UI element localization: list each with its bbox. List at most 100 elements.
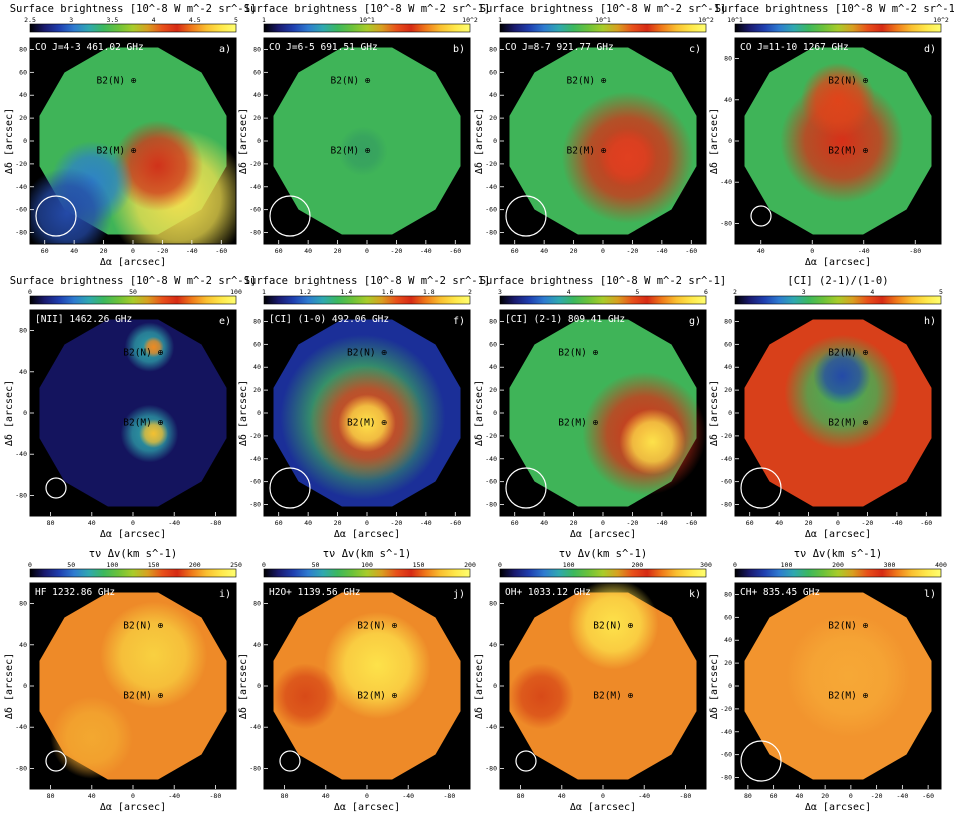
y-tick-label: -80 xyxy=(720,774,732,782)
panel-letter: e) xyxy=(219,316,231,327)
y-tick-label: 0 xyxy=(257,137,261,145)
line-label: CO J=8-7 921.77 GHz xyxy=(505,42,614,53)
x-tick-label: -40 xyxy=(656,519,668,527)
x-tick-label: 40 xyxy=(88,519,96,527)
y-axis-label: Δδ [arcsec] xyxy=(238,380,249,446)
colorbar-tick-label: 200 xyxy=(832,561,844,569)
x-tick-label: 20 xyxy=(821,792,829,800)
colorbar-tick-label: 1.2 xyxy=(299,288,311,296)
x-tick-label: 60 xyxy=(511,247,519,255)
colorbar-tick-label: 250 xyxy=(230,561,242,569)
x-axis-label: Δα [arcsec] xyxy=(100,529,166,540)
colorbar-tick-label: 4 xyxy=(152,16,156,24)
colorbar-tick-label: 1.6 xyxy=(382,288,394,296)
x-tick-label: 40 xyxy=(540,247,548,255)
x-tick-label: -60 xyxy=(215,247,227,255)
line-label: CO J=4-3 461.02 GHz xyxy=(35,42,144,53)
colorbar xyxy=(29,295,237,305)
intensity-feature xyxy=(338,394,396,453)
y-tick-label: -60 xyxy=(485,478,497,486)
y-tick-label: 0 xyxy=(493,682,497,690)
x-tick-label: -60 xyxy=(922,792,934,800)
x-tick-label: 0 xyxy=(849,792,853,800)
x-tick-label: 80 xyxy=(47,792,55,800)
y-tick-label: 60 xyxy=(253,68,261,76)
y-tick-label: 80 xyxy=(724,317,732,325)
y-tick-label: -40 xyxy=(485,183,497,191)
x-tick-label: 20 xyxy=(805,519,813,527)
y-tick-label: 80 xyxy=(253,317,261,325)
intensity-feature xyxy=(139,419,169,449)
colorbar xyxy=(263,568,471,578)
y-tick-label: 0 xyxy=(257,409,261,417)
x-tick-label: -40 xyxy=(638,792,650,800)
marker-b2m: B2(M) ⊕ xyxy=(123,690,163,701)
x-tick-label: 60 xyxy=(511,519,519,527)
line-label: CO J=11-10 1267 GHz xyxy=(740,42,849,53)
panel-e: Surface brightness [10^-8 W m^-2 sr^-1]0… xyxy=(4,275,256,540)
y-tick-label: -40 xyxy=(485,723,497,731)
intensity-feature xyxy=(30,167,113,244)
panel-g: Surface brightness [10^-8 W m^-2 sr^-1]3… xyxy=(474,275,726,540)
x-tick-label: 60 xyxy=(41,247,49,255)
y-axis-label: Δδ [arcsec] xyxy=(474,653,485,719)
line-label: CO J=6-5 691.51 GHz xyxy=(269,42,378,53)
colorbar-tick-label: 0 xyxy=(498,561,502,569)
y-axis-label: Δδ [arcsec] xyxy=(709,653,720,719)
panel-k: τν Δv(km s^-1) 0 100 200 300 OH+ 1033.12 GHz k… xyxy=(474,548,712,813)
intensity-feature xyxy=(272,663,339,730)
colorbar-tick-label: 2.5 xyxy=(24,16,36,24)
marker-b2m: B2(M) ⊕ xyxy=(558,417,598,428)
y-tick-label: -20 xyxy=(485,160,497,168)
marker-b2m: B2(M) ⊕ xyxy=(96,145,136,156)
y-tick-label: 80 xyxy=(253,45,261,53)
marker-b2m: B2(M) ⊕ xyxy=(828,690,868,701)
y-tick-label: 80 xyxy=(724,590,732,598)
y-tick-label: 40 xyxy=(489,363,497,371)
intensity-feature xyxy=(323,611,431,719)
y-tick-label: -20 xyxy=(720,432,732,440)
intensity-feature xyxy=(619,408,686,475)
y-tick-label: 80 xyxy=(19,327,27,335)
y-tick-label: 40 xyxy=(724,96,732,104)
marker-b2m: B2(M) ⊕ xyxy=(828,417,868,428)
y-tick-label: -80 xyxy=(720,219,732,227)
x-tick-label: -80 xyxy=(210,792,222,800)
x-tick-label: 60 xyxy=(275,247,283,255)
beam-circle xyxy=(505,195,547,237)
panel-letter: l) xyxy=(924,589,936,600)
x-tick-label: 60 xyxy=(746,519,754,527)
colorbar-tick-label: 200 xyxy=(464,561,476,569)
colorbar-tick-label: 5 xyxy=(635,288,639,296)
colorbar-title: τν Δv(km s^-1) xyxy=(323,548,412,560)
colorbar-tick-label: 2 xyxy=(468,288,472,296)
y-tick-label: 0 xyxy=(23,137,27,145)
y-tick-label: -60 xyxy=(249,478,261,486)
y-tick-label: -80 xyxy=(485,501,497,509)
line-label: OH+ 1033.12 GHz xyxy=(505,587,591,598)
marker-b2m: B2(M) ⊕ xyxy=(593,690,633,701)
x-tick-label: 40 xyxy=(558,792,566,800)
x-tick-label: 40 xyxy=(540,519,548,527)
marker-b2n: B2(N) ⊕ xyxy=(828,75,868,86)
beam-circle xyxy=(269,467,311,509)
y-tick-label: 40 xyxy=(19,91,27,99)
y-tick-label: -60 xyxy=(249,206,261,214)
intensity-feature xyxy=(143,336,164,358)
y-tick-label: 40 xyxy=(253,91,261,99)
x-tick-label: 40 xyxy=(70,247,78,255)
beam-circle xyxy=(269,195,311,237)
y-tick-label: 40 xyxy=(724,636,732,644)
x-tick-label: 80 xyxy=(744,792,752,800)
x-tick-label: -40 xyxy=(656,247,668,255)
marker-b2m: B2(M) ⊕ xyxy=(330,145,370,156)
colorbar-tick-label: 50 xyxy=(67,561,75,569)
y-axis-label: Δδ [arcsec] xyxy=(709,380,720,446)
colorbar-tick-label: 0 xyxy=(733,561,737,569)
marker-b2n: B2(N) ⊕ xyxy=(357,620,397,631)
panel-j: τν Δv(km s^-1) 0 50 100 150 200 H2O+ 1139.56 G… xyxy=(238,548,476,813)
beam-circle xyxy=(505,467,547,509)
x-axis-label: Δα [arcsec] xyxy=(805,529,871,540)
y-tick-label: 80 xyxy=(489,600,497,608)
